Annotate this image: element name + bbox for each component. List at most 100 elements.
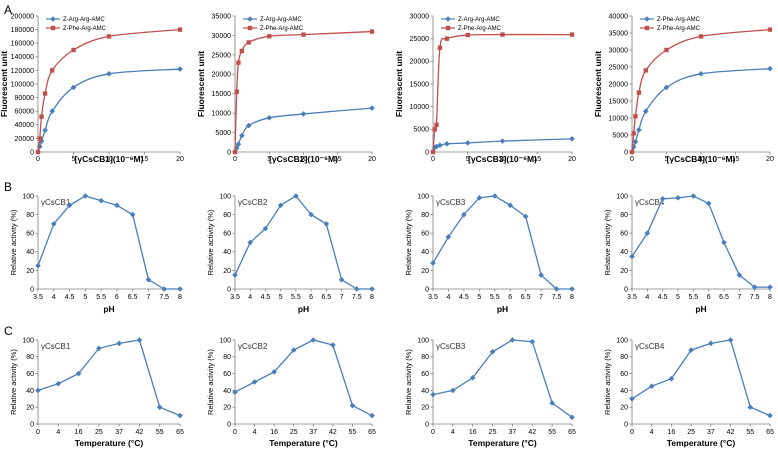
y-tick-label: 20 bbox=[223, 405, 231, 412]
data-point bbox=[767, 412, 773, 419]
chart-c3: 0 20 40 60 80 100 0 4 16 25 37 42 55 65 Temperature (°… bbox=[404, 337, 576, 448]
x-tick-label: 5.5 bbox=[291, 294, 301, 301]
data-point bbox=[629, 396, 635, 402]
chart-c2: 0 20 40 60 80 100 0 4 16 25 37 42 55 65 Temperature (°… bbox=[206, 337, 376, 448]
data-point bbox=[293, 193, 299, 199]
chart-a2: 0 5000 10000 15000 20000 25000 30000 35000 0 5 10 1… bbox=[196, 13, 376, 164]
y-tick-label: 25000 bbox=[212, 52, 232, 59]
y-tick-label: 0 bbox=[227, 286, 231, 293]
x-tick-label: 37 bbox=[509, 429, 517, 436]
data-point bbox=[659, 195, 666, 202]
data-point bbox=[569, 286, 575, 292]
y-tick-label: 20000 bbox=[609, 81, 629, 88]
chart-label: γCsCB4 bbox=[635, 198, 665, 207]
chart-c4: 0 20 40 60 80 100 0 4 16 25 37 42 55 65 Temperature (°… bbox=[603, 337, 774, 448]
x-tick-label: 55 bbox=[349, 429, 357, 436]
x-tick-label: 6.5 bbox=[719, 294, 729, 301]
data-point bbox=[668, 375, 675, 382]
data-point bbox=[277, 202, 284, 209]
legend-label: Z-Phe-Arg-AMC bbox=[657, 17, 701, 23]
y-tick-label: 100000 bbox=[11, 81, 34, 88]
y-tick-label: 20000 bbox=[212, 72, 232, 79]
x-tick-label: 4 bbox=[253, 429, 257, 436]
y-tick-label: 0 bbox=[227, 421, 231, 428]
legend-marker bbox=[445, 25, 451, 31]
x-tick-label: 5 bbox=[72, 156, 76, 163]
x-tick-label: 42 bbox=[727, 429, 735, 436]
data-point bbox=[721, 239, 727, 246]
x-tick-label: 42 bbox=[136, 429, 144, 436]
x-tick-label: 7.5 bbox=[352, 294, 362, 301]
x-tick-label: 6 bbox=[309, 294, 313, 301]
x-tick-label: 5.5 bbox=[688, 294, 698, 301]
data-point bbox=[643, 68, 648, 73]
data-point bbox=[629, 253, 635, 260]
data-point bbox=[106, 71, 112, 77]
y-tick-label: 100 bbox=[22, 193, 34, 200]
data-point bbox=[434, 122, 439, 127]
x-tick-label: 4 bbox=[645, 294, 649, 301]
x-tick-label: 5.5 bbox=[490, 294, 500, 301]
y-tick-label: 120000 bbox=[11, 68, 34, 75]
y-tick-label: 15000 bbox=[609, 98, 629, 105]
data-point bbox=[569, 414, 575, 421]
data-point bbox=[767, 65, 773, 72]
data-point bbox=[66, 202, 73, 209]
y-tick-label: 100 bbox=[616, 337, 628, 344]
data-point bbox=[430, 260, 436, 266]
y-axis-title: Fluorescent unit bbox=[0, 51, 9, 117]
data-point bbox=[636, 127, 642, 133]
data-point bbox=[430, 149, 436, 155]
legend-marker bbox=[247, 25, 253, 31]
data-point bbox=[369, 29, 375, 34]
y-tick-label: 60 bbox=[223, 231, 231, 238]
x-axis-title: pH bbox=[695, 304, 706, 314]
data-point bbox=[35, 262, 41, 269]
series-line-2 bbox=[37, 28, 181, 153]
chart-label: γCsCB3 bbox=[436, 342, 466, 351]
x-tick-label: 25 bbox=[489, 429, 497, 436]
data-point bbox=[643, 108, 649, 114]
data-point bbox=[156, 404, 163, 410]
y-axis-title: Relative activity (%) bbox=[404, 209, 413, 275]
x-tick-label: 4 bbox=[451, 429, 455, 436]
chart-a4: 0 5000 10000 15000 20000 25000 30000 35000 40000… bbox=[593, 13, 774, 164]
data-point bbox=[648, 383, 655, 389]
series-line-2 bbox=[234, 30, 373, 153]
chart-label: γCsCB1 bbox=[41, 198, 71, 207]
chart-b3: 0 20 40 60 80 100 3.5 4 4.5 5 5.5 6 6.5 7 7.5 8 pH Relati… bbox=[404, 193, 575, 314]
data-point bbox=[177, 66, 183, 72]
x-tick-label: 20 bbox=[176, 156, 184, 163]
data-point bbox=[330, 342, 336, 348]
x-tick-label: 20 bbox=[568, 156, 576, 163]
x-tick-label: 4.5 bbox=[65, 294, 75, 301]
x-tick-label: 5.5 bbox=[96, 294, 106, 301]
data-point bbox=[50, 68, 55, 73]
chart-label: γCsCB3 bbox=[436, 198, 466, 207]
data-point bbox=[569, 32, 575, 37]
x-tick-label: 55 bbox=[156, 429, 164, 436]
series-line-2 bbox=[631, 28, 771, 153]
series-line-1 bbox=[234, 339, 373, 417]
data-point bbox=[106, 34, 112, 39]
y-tick-label: 40 bbox=[421, 249, 429, 256]
data-point bbox=[450, 387, 456, 394]
y-tick-label: 80 bbox=[421, 212, 429, 219]
data-point bbox=[37, 136, 42, 141]
y-tick-label: 25000 bbox=[410, 36, 430, 43]
x-tick-label: 6 bbox=[115, 294, 119, 301]
x-tick-label: 65 bbox=[568, 429, 576, 436]
x-tick-label: 3.5 bbox=[428, 294, 438, 301]
data-point bbox=[42, 127, 48, 134]
y-tick-label: 0 bbox=[425, 421, 429, 428]
data-point bbox=[751, 284, 758, 290]
y-tick-label: 60 bbox=[223, 371, 231, 378]
data-point bbox=[114, 202, 120, 209]
x-tick-label: 8 bbox=[370, 294, 374, 301]
legend-marker bbox=[50, 16, 56, 22]
data-point bbox=[234, 89, 239, 94]
data-point bbox=[247, 239, 254, 246]
x-axis-title: pH bbox=[103, 304, 114, 314]
legend-label: Z-Arg-Arg-AMC bbox=[458, 17, 500, 23]
